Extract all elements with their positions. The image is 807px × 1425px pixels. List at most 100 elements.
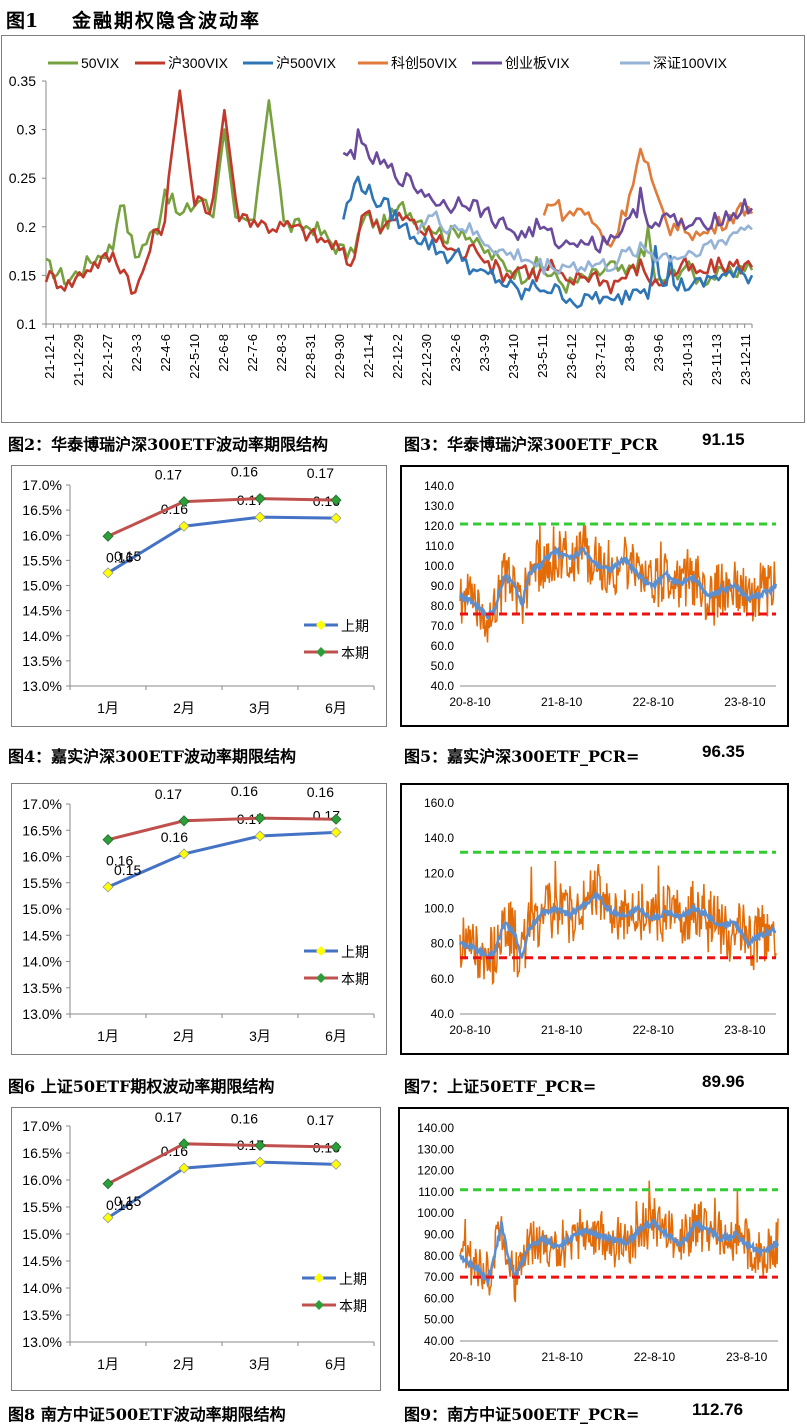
- term-point-marker: [330, 813, 342, 825]
- term-y-tick-label: 13.0%: [22, 1006, 62, 1022]
- fig1-x-tick-label: 23-4-10: [506, 334, 521, 379]
- fig1-x-tick-label: 23-12-11: [738, 334, 753, 385]
- term-point-marker: [330, 1141, 342, 1153]
- fig1-y-tick-label: 0.1: [17, 316, 37, 332]
- term-y-tick-label: 16.0%: [22, 849, 62, 865]
- fig1-x-tick-label: 22-11-4: [361, 334, 376, 378]
- pcr-x-tick-label: 23-8-10: [726, 1350, 768, 1364]
- term-x-tick-label: 2月: [173, 700, 195, 716]
- term-x-tick-label: 1月: [97, 700, 119, 716]
- term-point-marker: [178, 520, 190, 532]
- fig7-chart-frame: 140.00 130.00 120.00 110.00 100.00 90.00 80.00…: [398, 1107, 789, 1391]
- fig1-x-tick-label: 22-8-31: [303, 334, 318, 379]
- term-y-tick-label: 15.0%: [22, 578, 62, 594]
- term-y-tick-label: 17.0%: [22, 796, 62, 812]
- term-data-label: 0.16: [231, 1110, 258, 1126]
- fig2-title: 图2：华泰博瑞沪深300ETF波动率期限结构: [8, 435, 328, 454]
- fig3-pcr-value: 91.15: [702, 430, 745, 449]
- pcr-y-tick-label: 140.00: [417, 1121, 454, 1135]
- fig1-legend-label: 50VIX: [81, 55, 120, 71]
- fig7-pcr-chart: 140.00 130.00 120.00 110.00 100.00 90.00 80.00…: [417, 1121, 780, 1364]
- fig1-x-tick-label: 23-8-9: [622, 334, 637, 372]
- term-y-tick-label: 15.5%: [22, 875, 62, 891]
- pcr-y-tick-label: 60.00: [424, 1291, 454, 1305]
- fig1-x-tick-label: 22-8-3: [274, 334, 289, 372]
- fig3-pcr-chart: 140.0 130.0 120.0 110.0 100.0 90.0 80.0 70.0 60.…: [424, 479, 778, 709]
- term-legend-label: 上期: [339, 1271, 367, 1287]
- pcr-y-tick-label: 100.00: [417, 1206, 454, 1220]
- fig1-line-chart: 0.35 0.3 0.25 0.2 0.15 0.1 21-12-1 21-12-29 22-1…: [9, 55, 754, 386]
- pcr-x-tick-label: 22-8-10: [633, 695, 675, 709]
- fig2-chart-frame: 17.0% 16.5% 16.0% 15.5% 15.0% 14.5% 14.0% 13.5%…: [11, 464, 387, 727]
- term-x-tick-label: 3月: [249, 700, 271, 716]
- fig4-term-structure-chart: 17.0% 16.5% 16.0% 15.5% 15.0% 14.5% 14.0% 13.5%…: [22, 783, 375, 1044]
- term-legend-marker: [314, 1273, 324, 1283]
- pcr-raw-line: [459, 860, 777, 986]
- term-y-tick-label: 14.0%: [22, 628, 62, 644]
- term-point-marker: [102, 1212, 114, 1224]
- pcr-y-tick-label: 80.00: [424, 1249, 454, 1263]
- term-point-marker: [178, 848, 190, 860]
- term-y-tick-label: 14.0%: [22, 1280, 62, 1296]
- term-x-tick-label: 6月: [325, 1356, 347, 1372]
- pcr-y-tick-label: 160.0: [424, 796, 454, 810]
- term-y-tick-label: 16.0%: [22, 527, 62, 543]
- pcr-y-tick-label: 100.0: [424, 902, 454, 916]
- term-point-marker: [102, 567, 114, 579]
- pcr-y-tick-label: 120.00: [417, 1164, 454, 1178]
- fig1-legend-label: 沪500VIX: [276, 55, 337, 71]
- fig2-term-structure-chart: 17.0% 16.5% 16.0% 15.5% 15.0% 14.5% 14.0% 13.5%…: [22, 464, 375, 716]
- fig6-title: 图6 上证50ETF期权波动率期限结构: [8, 1077, 275, 1096]
- term-y-tick-label: 16.5%: [22, 822, 62, 838]
- term-data-label: 0.16: [161, 829, 188, 845]
- fig1-x-tick-label: 22-7-6: [245, 334, 260, 372]
- fig5-title: 图5：嘉实沪深300ETF_PCR=: [404, 747, 640, 766]
- fig5-pcr-chart: 160.0 140.0 120.0 100.0 80.0 60.0 40.0 20-8-10 2…: [424, 796, 777, 1037]
- term-point-marker: [102, 881, 114, 893]
- fig4-chart-frame: 17.0% 16.5% 16.0% 15.5% 15.0% 14.5% 14.0% 13.5%…: [11, 783, 387, 1055]
- fig1-x-tick-label: 22-12-2: [390, 334, 405, 379]
- pcr-x-tick-label: 23-8-10: [724, 695, 766, 709]
- fig1-series-line: [45, 99, 754, 294]
- term-x-tick-label: 2月: [173, 1028, 195, 1044]
- term-data-label: 0.16: [161, 501, 188, 517]
- fig9-title: 图9：南方中证500ETF_PCR=: [404, 1405, 640, 1424]
- pcr-x-tick-label: 20-8-10: [449, 1350, 491, 1364]
- pcr-y-tick-label: 40.00: [424, 1334, 454, 1348]
- term-point-marker: [178, 1162, 190, 1174]
- term-legend-label: 本期: [341, 645, 369, 661]
- term-data-label: 0.17: [307, 1112, 334, 1128]
- pcr-y-tick-label: 120.0: [424, 866, 454, 880]
- fig1-y-tick-label: 0.3: [17, 122, 37, 138]
- pcr-y-tick-label: 50.0: [431, 659, 455, 673]
- term-y-tick-label: 13.5%: [22, 1307, 62, 1323]
- pcr-y-tick-label: 80.0: [431, 599, 455, 613]
- term-legend-label: 上期: [341, 618, 369, 634]
- fig7-title: 图7：上证50ETF_PCR=: [404, 1077, 597, 1096]
- term-point-marker: [254, 830, 266, 842]
- fig3-chart-frame: 140.0 130.0 120.0 110.0 100.0 90.0 80.0 70.0 60.…: [400, 465, 789, 727]
- pcr-y-tick-label: 90.0: [431, 579, 455, 593]
- term-point-marker: [254, 1156, 266, 1168]
- pcr-x-tick-label: 23-8-10: [724, 1023, 766, 1037]
- fig1-legend-label: 沪300VIX: [168, 55, 229, 71]
- fig1-x-tick-label: 23-10-13: [680, 334, 695, 386]
- term-point-marker: [178, 496, 190, 508]
- term-x-tick-label: 1月: [97, 1356, 119, 1372]
- pcr-mean-line: [458, 1218, 780, 1289]
- term-y-tick-label: 16.0%: [22, 1172, 62, 1188]
- term-data-label: 0.15: [114, 548, 141, 564]
- pcr-y-tick-label: 50.00: [424, 1313, 454, 1327]
- fig1-x-tick-label: 22-5-10: [187, 334, 202, 379]
- pcr-y-tick-label: 90.00: [424, 1228, 454, 1242]
- pcr-y-tick-label: 60.0: [431, 972, 455, 986]
- term-point-marker: [178, 815, 190, 827]
- fig6-chart-frame: 17.0% 16.5% 16.0% 15.5% 15.0% 14.5% 14.0% 13.5%…: [11, 1107, 381, 1391]
- term-y-tick-label: 16.5%: [22, 502, 62, 518]
- term-legend-label: 本期: [339, 1298, 367, 1314]
- term-point-marker: [254, 1139, 266, 1151]
- term-data-label: 0.16: [307, 784, 334, 800]
- term-data-label: 0.16: [231, 466, 258, 480]
- pcr-raw-line: [459, 524, 777, 643]
- pcr-x-tick-label: 20-8-10: [449, 695, 491, 709]
